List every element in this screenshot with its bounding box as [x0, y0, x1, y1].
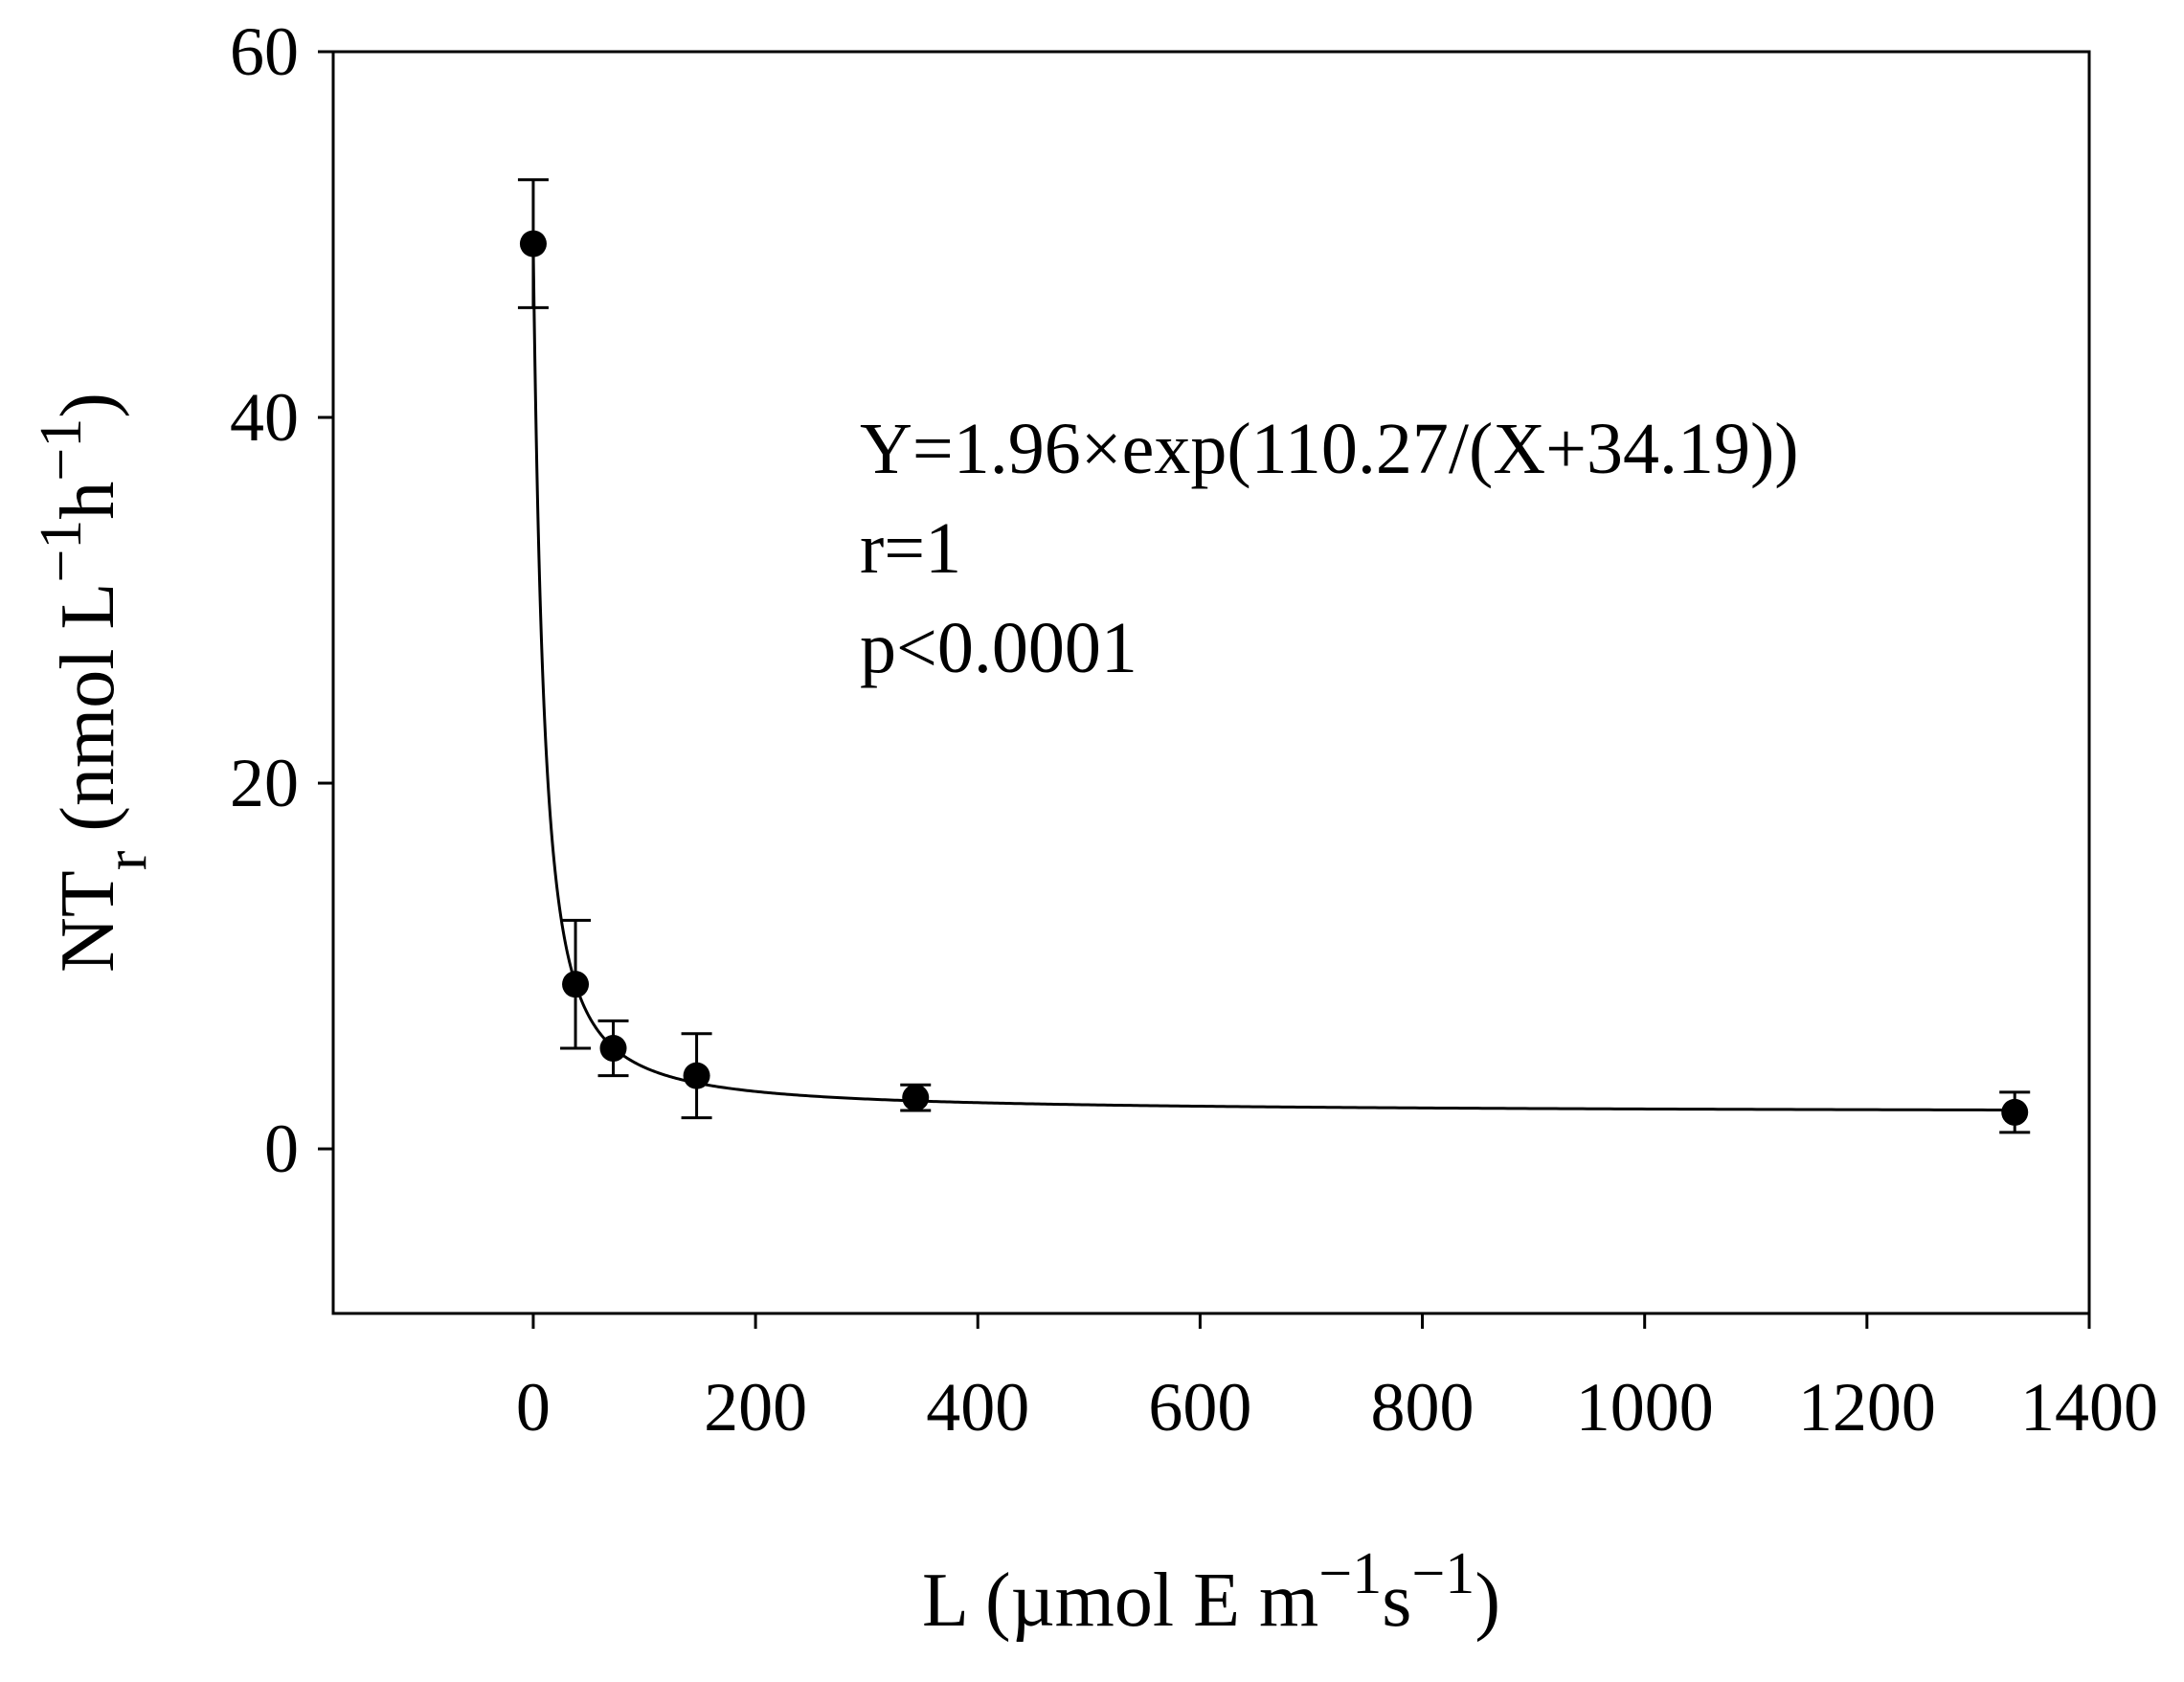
y-tick-label: 0: [264, 1110, 299, 1187]
x-tick-label: 400: [926, 1369, 1029, 1446]
y-axis-ticks: 0 20 40 60: [230, 13, 333, 1187]
x-tick-label: 200: [704, 1369, 807, 1446]
y-tick-label: 60: [230, 13, 299, 90]
x-tick-label: 1400: [2020, 1369, 2158, 1446]
data-points: [517, 178, 2031, 1134]
x-tick-label: 1200: [1798, 1369, 1936, 1446]
data-point: [562, 971, 590, 998]
y-tick-label: 40: [230, 379, 299, 456]
x-tick-label: 0: [516, 1369, 551, 1446]
data-point: [599, 1035, 627, 1063]
x-tick-label: 600: [1148, 1369, 1251, 1446]
x-tick-label: 800: [1371, 1369, 1475, 1446]
y-axis-label: NTr (nmol L−1h−1): [29, 392, 159, 973]
fit-curve: [531, 247, 2015, 1111]
annotation-r: r=1: [860, 508, 961, 589]
data-point: [902, 1084, 930, 1111]
annotation-equation: Y=1.96×exp(110.27/(X+34.19)): [860, 409, 1799, 489]
data-point: [2001, 1098, 2029, 1126]
x-axis-ticks: 0 200 400 600 800 1000 1200 1400: [516, 1313, 2158, 1446]
y-tick-label: 20: [230, 745, 299, 821]
annotation-p: p<0.0001: [860, 608, 1137, 688]
data-point: [683, 1062, 710, 1089]
x-axis-label: L (µmol E m−1s−1): [922, 1541, 1500, 1643]
x-tick-label: 1000: [1576, 1369, 1714, 1446]
data-point: [519, 230, 547, 258]
plot-frame: [331, 50, 2091, 1315]
